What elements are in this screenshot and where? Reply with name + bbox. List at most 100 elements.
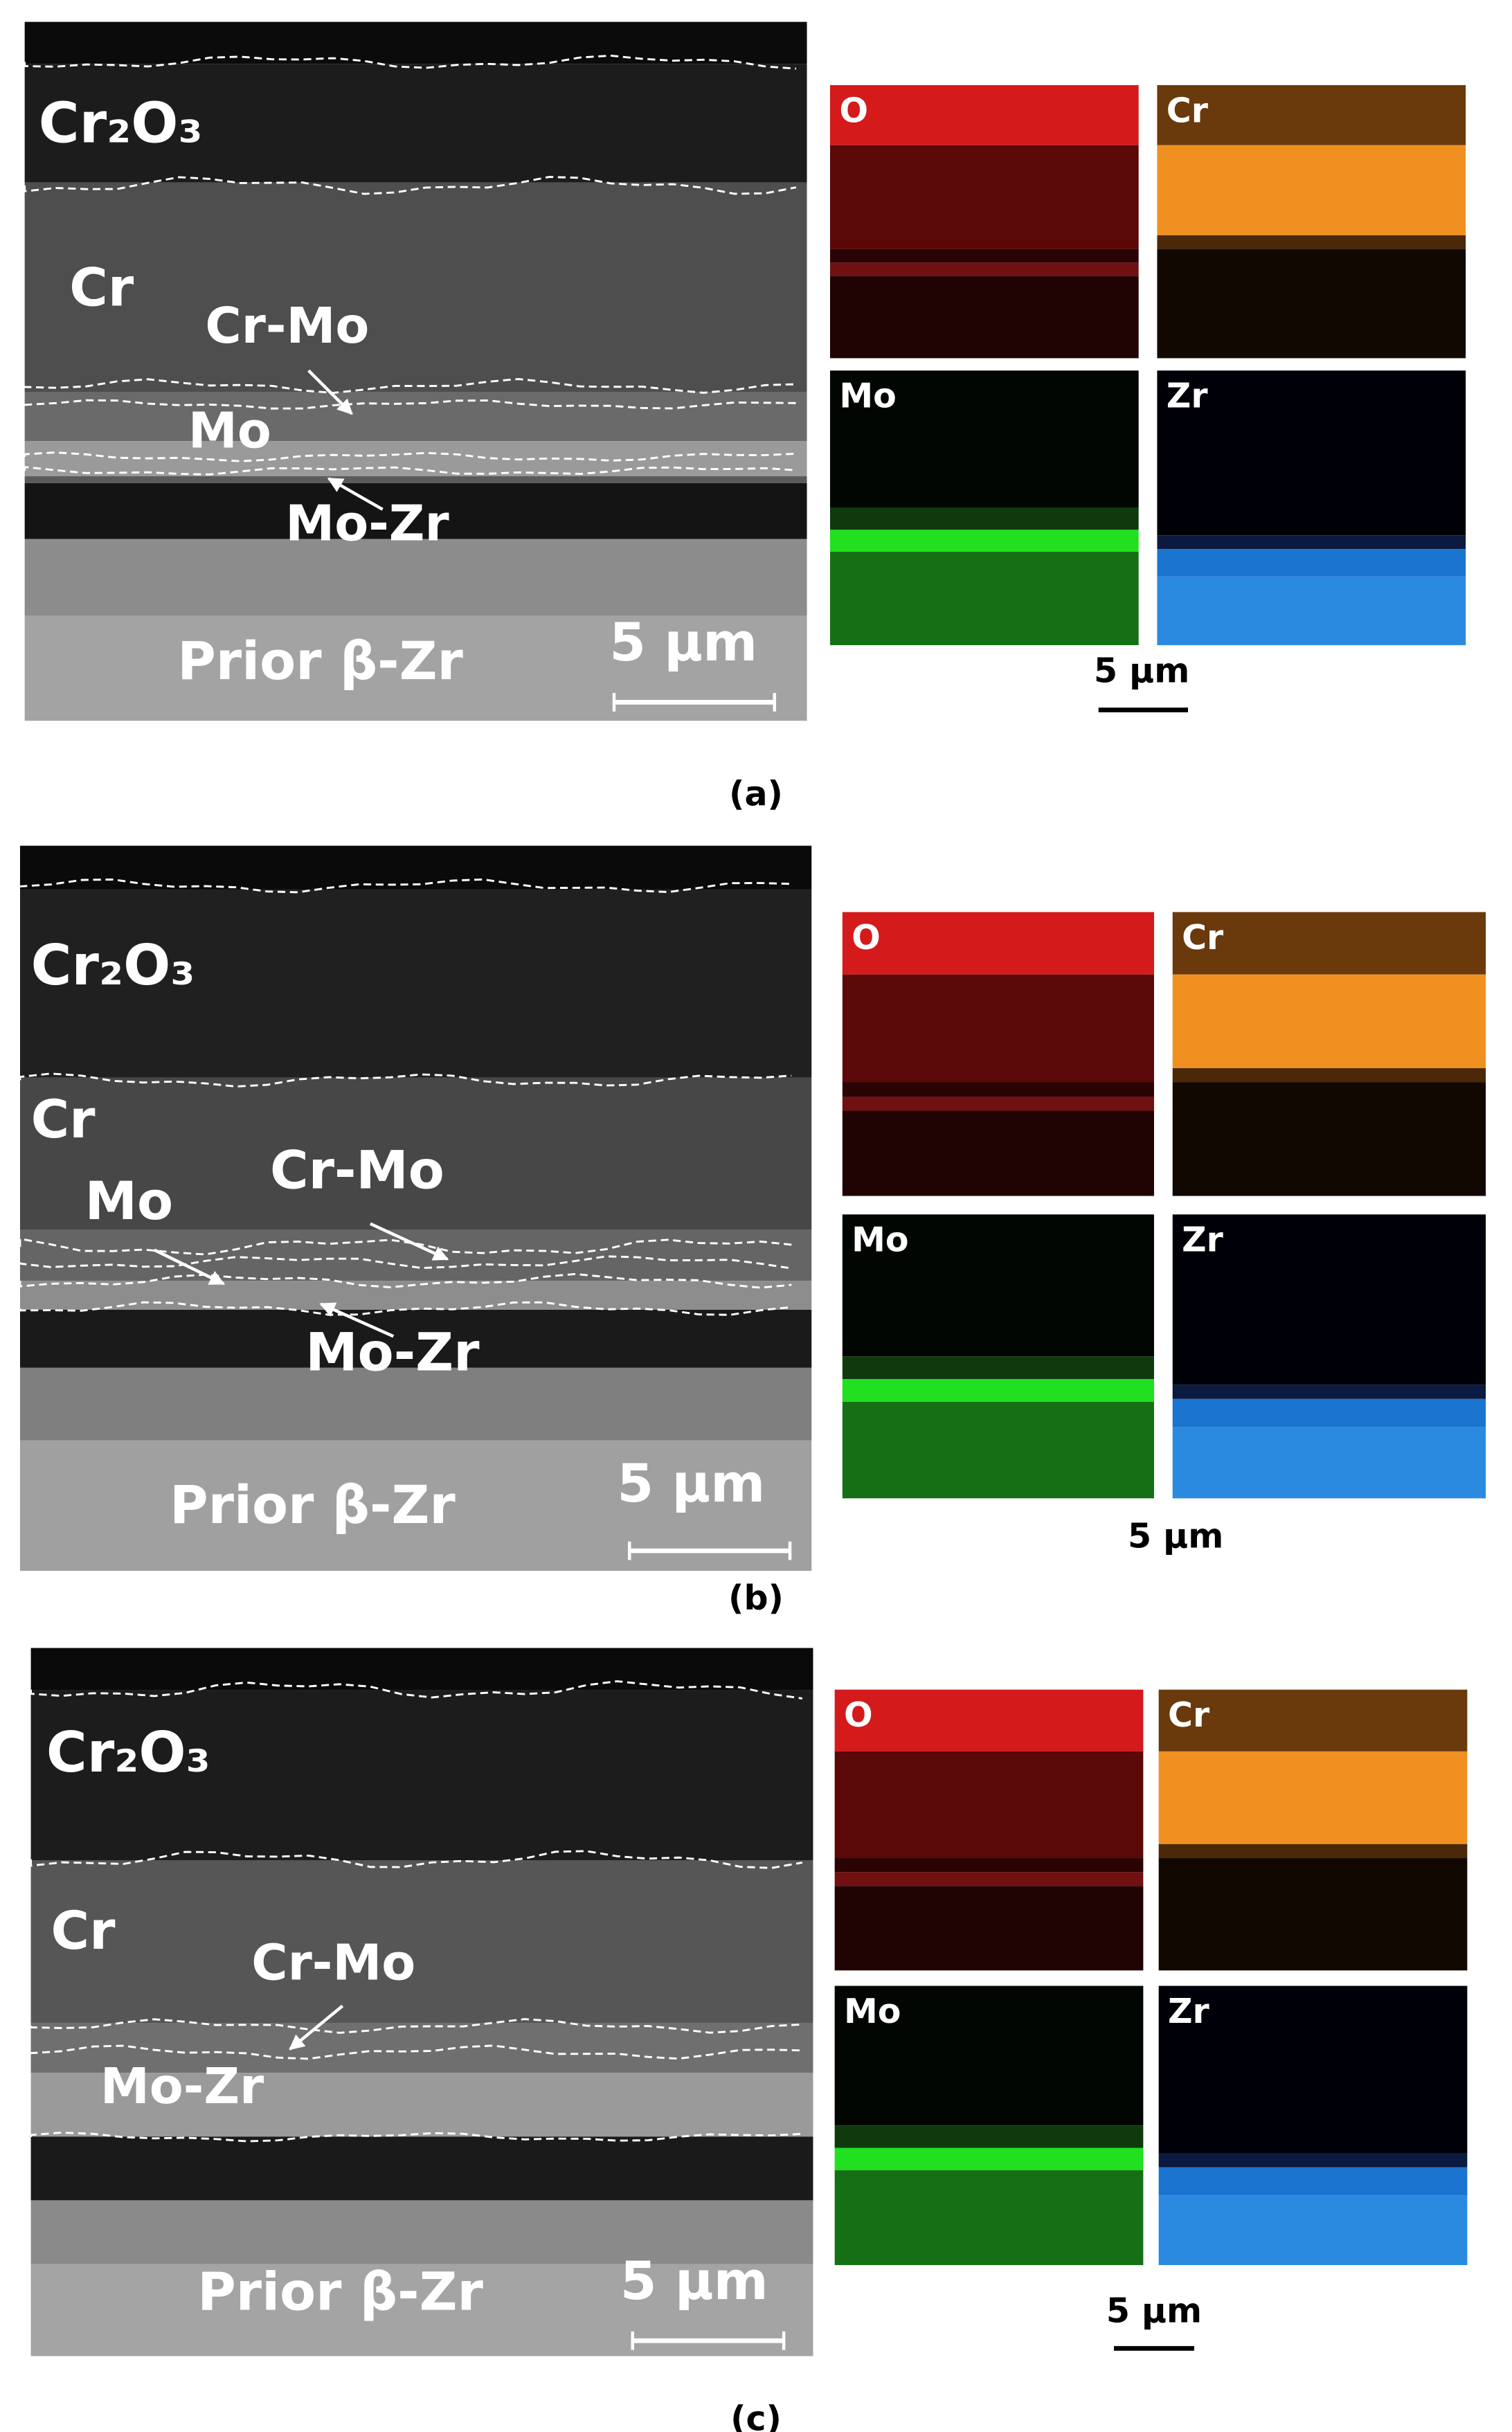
map-label: Zr: [1182, 1220, 1224, 1260]
sem-layer: [24, 441, 807, 476]
eds-map: [1157, 535, 1466, 550]
eds-map: [1157, 235, 1466, 249]
panel-caption: (c): [730, 2398, 782, 2432]
eds-map: [829, 276, 1139, 359]
eds-map: [1158, 1844, 1468, 1859]
eds-map: [1158, 2167, 1468, 2196]
eds-map: [1172, 1398, 1486, 1427]
layer-boundary: [24, 378, 796, 394]
sem-layer: [24, 476, 807, 483]
sem-layer: [19, 1077, 812, 1230]
sem-label: Mo-Zr: [100, 2057, 264, 2115]
sem-layer: [24, 64, 807, 183]
sem-layer: [24, 182, 807, 393]
eds-map: [834, 1689, 1144, 1751]
eds-map: [834, 1886, 1144, 1971]
eds-map: [1157, 370, 1466, 536]
sem-label: Cr₂O₃: [31, 933, 195, 998]
eds-map: [834, 1751, 1144, 1859]
map-label: Cr: [1168, 1695, 1210, 1735]
sem-layer: [24, 392, 807, 442]
layer-boundary: [19, 1255, 792, 1270]
map-label: Mo: [839, 376, 896, 416]
layer-boundary: [30, 2044, 802, 2060]
layer-boundary: [24, 54, 797, 70]
sem-label: Cr₂O₃: [39, 91, 203, 155]
layer-boundary: [19, 1072, 792, 1088]
sem-layer: [30, 2073, 813, 2137]
sem-label: Cr: [69, 258, 134, 318]
layer-boundary: [24, 465, 797, 476]
map-label: Mo: [852, 1220, 908, 1260]
eds-map: [834, 2147, 1144, 2170]
eds-map: [842, 912, 1154, 975]
eds-map: [1158, 1689, 1468, 1751]
sem-label: Cr: [31, 1089, 96, 1150]
eds-map: [1172, 1385, 1486, 1399]
eds-map: [1172, 1082, 1486, 1196]
sem-label: Cr: [51, 1900, 116, 1961]
sem-label: Prior β-Zr: [177, 631, 463, 692]
layer-boundary: [24, 399, 796, 410]
eds-map: [842, 1097, 1154, 1111]
sem-label: Prior β-Zr: [170, 1475, 456, 1535]
sem-layer: [19, 1281, 812, 1310]
eds-map: [842, 1082, 1154, 1097]
scale-label: 5 µm: [617, 1453, 765, 1514]
eds-map: [1172, 1068, 1486, 1083]
sem-label: Cr-Mo: [251, 1934, 415, 1992]
sem-layer: [30, 1860, 813, 2024]
eds-map: [829, 262, 1139, 277]
eds-map: [834, 2170, 1144, 2265]
sem-label: Cr₂O₃: [46, 1720, 210, 1785]
eds-map: [842, 1379, 1154, 1402]
eds-map: [1158, 1751, 1468, 1844]
eds-map: [829, 530, 1139, 552]
map-label: Mo: [844, 1991, 901, 2031]
panel-caption: (b): [728, 1578, 784, 1618]
sem-label: Cr-Mo: [205, 297, 369, 354]
eds-map: [829, 249, 1139, 263]
layer-boundary: [30, 1850, 803, 1869]
layer-boundary: [19, 1301, 792, 1316]
eds-map: [1158, 1985, 1468, 2154]
map-label: Cr: [1182, 917, 1224, 957]
eds-map: [1157, 549, 1466, 577]
eds-map: [1172, 1427, 1486, 1499]
eds-map: [1172, 974, 1486, 1069]
sem-layer: [30, 2200, 813, 2264]
layer-boundary: [19, 1237, 792, 1256]
eds-map: [842, 1214, 1154, 1357]
layer-boundary: [24, 451, 797, 462]
eds-map: [1157, 145, 1466, 235]
layer-boundary: [24, 176, 797, 195]
sem-label: Cr-Mo: [270, 1140, 444, 1200]
sem-layer: [24, 21, 807, 64]
eds-map: [829, 507, 1139, 530]
sem-label: Mo-Zr: [285, 494, 449, 552]
pointer-arrow: [153, 1248, 226, 1286]
eds-map: [829, 552, 1139, 645]
sem-label: Mo: [85, 1171, 173, 1232]
pointer-arrow: [327, 477, 384, 511]
eds-map: [834, 1858, 1144, 1873]
eds-map: [829, 370, 1139, 508]
map-scale-label: 5 µm: [1094, 650, 1189, 690]
eds-map: [1157, 84, 1466, 145]
sem-layer: [30, 1690, 813, 1861]
eds-map: [1172, 1214, 1486, 1385]
sem-layer: [30, 2023, 813, 2073]
map-label: Cr: [1167, 90, 1209, 130]
eds-map: [1158, 2195, 1468, 2265]
eds-map: [842, 1110, 1154, 1196]
eds-map: [829, 84, 1139, 145]
sem-layer: [19, 889, 812, 1078]
layer-boundary: [30, 2132, 802, 2143]
sem-layer: [24, 483, 807, 539]
sem-layer: [19, 1309, 812, 1368]
eds-map: [842, 1401, 1154, 1499]
eds-map: [834, 2125, 1144, 2148]
layer-boundary: [30, 1680, 803, 1700]
pointer-arrow: [289, 2004, 344, 2051]
